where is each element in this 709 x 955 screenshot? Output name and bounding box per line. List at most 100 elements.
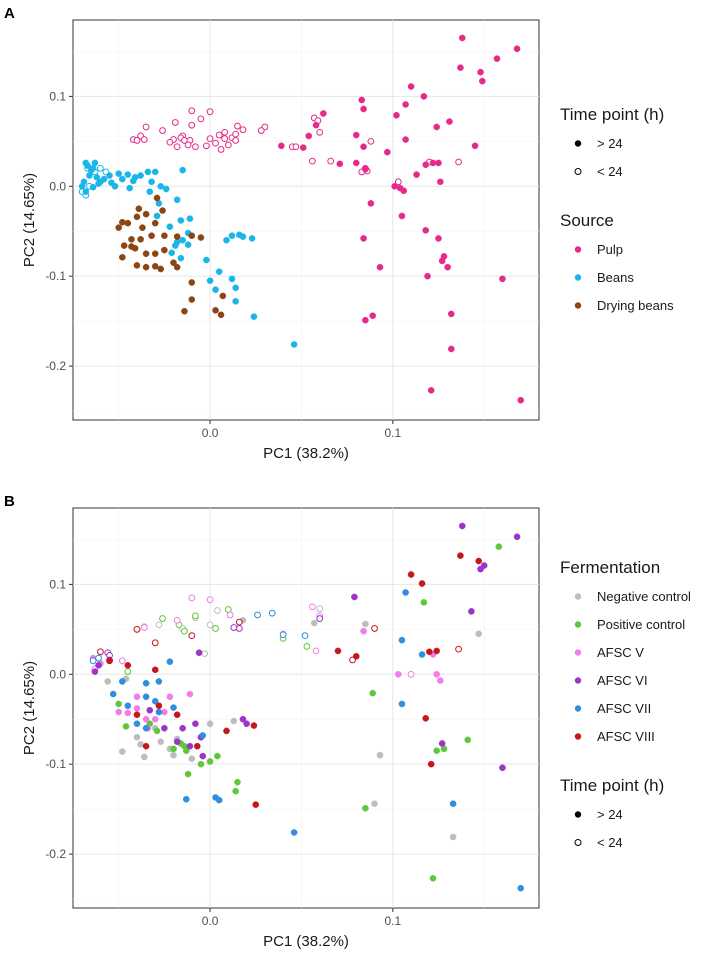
panel-a-point-pulp (402, 136, 409, 143)
panel-a-point-pulp-open (133, 137, 141, 144)
panel-a-point-pulp-open (367, 137, 375, 145)
panel-a-point-pulp (360, 105, 367, 113)
panel-a-point-beans (168, 249, 175, 257)
panel-b-point-afsc-viii-open (133, 625, 141, 633)
panel-a-point-pulp (312, 121, 320, 129)
panel-a-point-beans (177, 217, 185, 224)
panel-b-point-positive-control (214, 752, 221, 760)
panel-b-point-positive-control-open (124, 668, 132, 675)
panel-a-point-drying-beans (142, 250, 150, 258)
panel-b-point-afsc-vii (151, 697, 159, 705)
panel-a-point-beans (184, 241, 192, 249)
grid-a (73, 20, 539, 420)
panel-b-point-afsc-v (186, 690, 194, 698)
panel-a-point-drying-beans (188, 232, 196, 240)
panel-b-point-afsc-viii-open (188, 632, 196, 640)
panel-b-point-afsc-v-open (308, 603, 316, 611)
x-axis-title-b: PC1 (38.2%) (263, 933, 349, 950)
panel-a-point-pulp-open (206, 108, 214, 116)
panel-a-point-beans (239, 233, 247, 240)
panel-a-point-beans (95, 180, 102, 187)
panel-b-point-afsc-viii (193, 742, 201, 750)
panel-a-point-pulp (360, 235, 367, 242)
panel-a-point-pulp (407, 83, 415, 90)
panel-b-point-negative-control (376, 751, 384, 759)
panel-a-point-pulp-open (316, 128, 324, 136)
panel-a-point-pulp-open (171, 119, 179, 126)
panel-a-point-pulp-open (257, 127, 265, 134)
panel-a-point-pulp-open (184, 141, 192, 149)
panel-a-point-pulp (362, 165, 369, 173)
panel-b-point-afsc-viii (407, 571, 415, 578)
panel-b-point-afsc-vi (351, 593, 358, 601)
panel-a-point-beans (228, 232, 236, 240)
panel-a-point-drying-beans (119, 254, 126, 261)
panel-b-legend-label: AFSC VII (597, 701, 651, 716)
panel-b-point-positive-control (184, 770, 192, 778)
panel-a-point-pulp (422, 227, 429, 234)
panel-b-point-afsc-v-open (140, 624, 148, 631)
panel-b-legend-key-afsc-vii (574, 705, 582, 712)
panel-b-point-afsc-vii (155, 708, 163, 716)
panel-a-point-drying-beans (128, 236, 135, 243)
panel-b-legend-label: Positive control (597, 617, 685, 632)
panel-b-legend-label: AFSC VIII (597, 729, 655, 744)
panel-b-point-positive-control-open (303, 643, 311, 650)
panel-a-point-beans (232, 284, 239, 292)
panel-b-legend-label: AFSC V (597, 645, 644, 660)
panel-b-point-afsc-v (151, 715, 159, 723)
panel-b-point-positive-control (234, 778, 241, 786)
panel-a-point-pulp (429, 159, 437, 167)
panel-b-point-negative-control-open (316, 605, 324, 613)
panel-a-point-pulp (477, 68, 484, 76)
points-b (89, 522, 525, 892)
panel-a-point-drying-beans (151, 219, 159, 227)
panel-b-point-afsc-v-open (312, 647, 320, 655)
panel-a-point-drying-beans (161, 246, 168, 254)
panel-a-y-tick-label: 0.0 (49, 179, 66, 193)
panel-b-point-afsc-vii (517, 884, 525, 892)
panel-a-point-pulp-open (234, 122, 241, 130)
panel-b-point-afsc-viii (427, 760, 435, 768)
panel-a-point-beans (82, 159, 90, 167)
panel-b-point-positive-control-open (181, 627, 188, 635)
panel-b-point-afsc-vi (195, 649, 203, 657)
panel-b-point-afsc-vi (95, 662, 102, 669)
panel-a-point-pulp (438, 257, 446, 265)
panel-a-point-pulp-open (221, 128, 229, 136)
panel-b-point-afsc-viii-open (371, 625, 378, 632)
panel-b-legend-label: Negative control (597, 589, 691, 604)
y-axis-title-b: PC2 (14.65%) (21, 661, 38, 755)
panel-b-point-afsc-vi (186, 742, 194, 750)
panel-b-point-afsc-vi (91, 668, 99, 675)
panel-b-legend-key-24 (574, 839, 582, 846)
panel-a-point-drying-beans (124, 219, 132, 227)
panel-a-point-drying-beans (197, 234, 205, 241)
panel-a-point-drying-beans (148, 232, 155, 240)
panel-a-point-drying-beans (188, 279, 196, 286)
panel-a-point-drying-beans (128, 243, 135, 250)
panel-a-point-pulp (336, 160, 344, 168)
panel-a-legend-key-pulp (574, 246, 582, 253)
panel-a-point-beans (186, 215, 194, 222)
panel-b-point-afsc-viii (250, 722, 258, 729)
panel-a-point-beans-open (97, 164, 104, 172)
panel-b-point-afsc-vi-open (230, 624, 238, 631)
panel-label-b: B (4, 493, 15, 510)
panel-a-point-drying-beans (142, 263, 150, 271)
panel-a-point-pulp (278, 142, 285, 150)
panel-a-point-pulp-open (232, 137, 240, 144)
panel-b-point-negative-control (188, 755, 196, 763)
panel-b-point-afsc-viii (433, 647, 440, 655)
panel-b-point-afsc-v-open (173, 616, 181, 624)
panel-b-point-afsc-vii (183, 795, 190, 803)
panel-a-point-beans (179, 236, 186, 244)
panel-b-legend-label: < 24 (597, 835, 623, 850)
panel-a-point-beans (215, 268, 223, 275)
panel-a-point-pulp-open (232, 130, 240, 138)
panel-a-point-beans (126, 184, 133, 192)
panel-b-point-positive-control (197, 760, 205, 768)
panel-b-point-positive-control (153, 727, 161, 735)
panel-b-point-negative-control (475, 630, 482, 638)
panel-a-point-beans (86, 172, 93, 179)
